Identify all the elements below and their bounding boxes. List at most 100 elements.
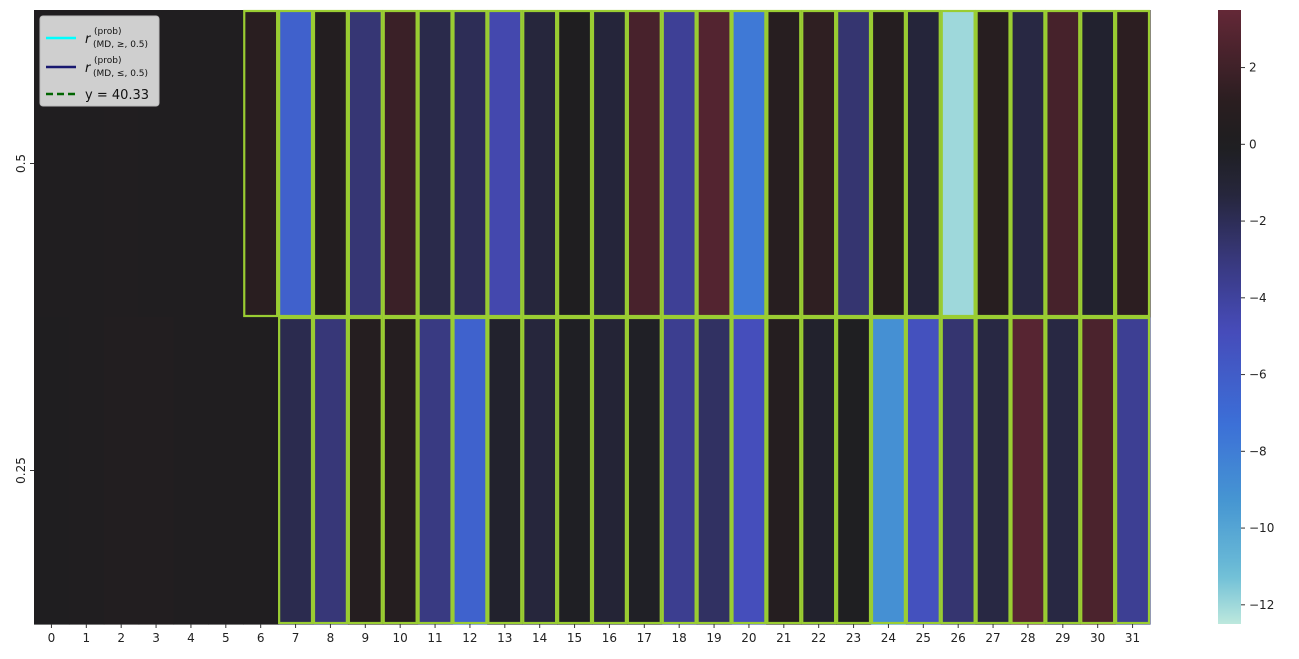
highlight-box xyxy=(1115,316,1151,625)
heatmap-cell xyxy=(592,317,628,625)
y-tick-label: 0.5 xyxy=(14,154,28,173)
heatmap-cell xyxy=(766,10,802,318)
highlight-box xyxy=(522,316,558,625)
colorbar-tick-label: −4 xyxy=(1249,291,1267,305)
x-tick-label: 25 xyxy=(916,631,931,645)
heatmap-cell xyxy=(1080,317,1116,625)
x-tick-label: 20 xyxy=(741,631,756,645)
x-tick-label: 27 xyxy=(985,631,1000,645)
heatmap-cell xyxy=(347,317,384,625)
highlight-box xyxy=(975,9,1011,318)
heatmap-cell xyxy=(522,10,558,318)
x-tick-label: 9 xyxy=(361,631,369,645)
highlight-box xyxy=(278,316,314,625)
x-tick-label: 29 xyxy=(1055,631,1070,645)
highlight-boxes xyxy=(243,9,1151,625)
highlight-box xyxy=(312,9,348,318)
highlight-box xyxy=(661,9,697,318)
heatmap-cell xyxy=(452,10,488,318)
heatmap-cell xyxy=(382,317,419,625)
heatmap-cell xyxy=(278,317,314,625)
heatmap-cell xyxy=(138,317,175,625)
highlight-box xyxy=(836,316,872,625)
x-tick-label: 17 xyxy=(637,631,652,645)
highlight-box xyxy=(731,9,767,318)
highlight-box xyxy=(417,316,453,625)
x-tick-label: 22 xyxy=(811,631,826,645)
highlight-box xyxy=(278,9,314,318)
heatmap-cell xyxy=(313,10,349,318)
highlight-box xyxy=(243,9,279,318)
highlight-box xyxy=(487,9,523,318)
x-tick-label: 10 xyxy=(393,631,408,645)
colorbar: 2 0 −2 −4 −6 −8 −10 −12 xyxy=(1218,10,1274,624)
highlight-box xyxy=(975,316,1011,625)
heatmap-cell xyxy=(487,10,523,318)
highlight-box xyxy=(870,316,906,625)
heatmap-cell xyxy=(975,317,1012,625)
heatmap-cell xyxy=(103,317,140,625)
highlight-box xyxy=(382,9,418,318)
heatmap-cell xyxy=(905,317,942,625)
heatmap-cell xyxy=(836,10,872,318)
y-tick-label: 0.25 xyxy=(14,457,28,484)
highlight-box xyxy=(452,316,488,625)
heatmap-cell xyxy=(557,317,593,625)
colorbar-tick-label: −2 xyxy=(1249,214,1267,228)
x-tick-label: 16 xyxy=(602,631,617,645)
heatmap-cell xyxy=(243,317,279,625)
heatmap-cell xyxy=(661,10,698,318)
x-tick-label: 19 xyxy=(706,631,721,645)
heatmap-cell xyxy=(208,317,244,625)
heatmap-cell xyxy=(557,10,593,318)
highlight-box xyxy=(661,316,697,625)
legend-label-superscript: (prob) xyxy=(94,27,121,37)
colorbar-tick-label: 0 xyxy=(1249,137,1257,151)
colorbar-tick-label: 2 xyxy=(1249,61,1257,75)
heatmap-cell xyxy=(592,10,628,318)
heatmap-cell xyxy=(1045,317,1081,625)
highlight-box xyxy=(557,316,593,625)
x-tick-label: 11 xyxy=(427,631,442,645)
x-tick-label: 6 xyxy=(257,631,265,645)
colorbar-tick-label: −12 xyxy=(1249,598,1274,612)
highlight-box xyxy=(940,316,976,625)
highlight-box xyxy=(836,9,872,318)
legend-label-main: r xyxy=(85,61,92,76)
heatmap-cell xyxy=(626,10,663,318)
heatmap-cell xyxy=(731,10,767,318)
heatmap-cell xyxy=(1115,10,1151,318)
colorbar-tick-label: −10 xyxy=(1249,521,1274,535)
heatmap-cell xyxy=(940,317,977,625)
heatmap-cell xyxy=(173,317,209,625)
x-tick-label: 15 xyxy=(567,631,582,645)
highlight-box xyxy=(1010,9,1046,318)
heatmap-cell xyxy=(801,10,837,318)
x-tick-label: 28 xyxy=(1020,631,1035,645)
highlight-box xyxy=(1080,9,1116,318)
highlight-box xyxy=(626,316,662,625)
heatmap-cell xyxy=(173,10,209,318)
highlight-box xyxy=(766,316,802,625)
heatmap-cell xyxy=(417,317,454,625)
heatmap-cell xyxy=(243,10,279,318)
highlight-box xyxy=(870,9,906,318)
heatmap-cell xyxy=(382,10,419,318)
legend: r (prob)(MD, ≥, 0.5)r (prob)(MD, ≤, 0.5)y … xyxy=(39,15,160,107)
x-axis-ticks: 0 1 2 3 4 5 6 7 8 9 10 11 12 13 14 15 16 17 18 19 20 21 22 23 24… xyxy=(48,624,1140,645)
legend-label: y = 40.33 xyxy=(85,88,149,103)
x-tick-label: 31 xyxy=(1125,631,1140,645)
heatmap-cell xyxy=(871,10,907,318)
heatmap-cells xyxy=(34,10,1151,625)
highlight-box xyxy=(312,316,348,625)
x-tick-label: 23 xyxy=(846,631,861,645)
legend-label-subscript: (MD, ≤, 0.5) xyxy=(93,69,148,79)
highlight-box xyxy=(382,316,418,625)
x-tick-label: 5 xyxy=(222,631,230,645)
x-tick-label: 24 xyxy=(881,631,896,645)
highlight-box xyxy=(696,9,732,318)
x-tick-label: 7 xyxy=(292,631,300,645)
x-tick-label: 4 xyxy=(187,631,195,645)
colorbar-tick-label: −6 xyxy=(1249,368,1267,382)
